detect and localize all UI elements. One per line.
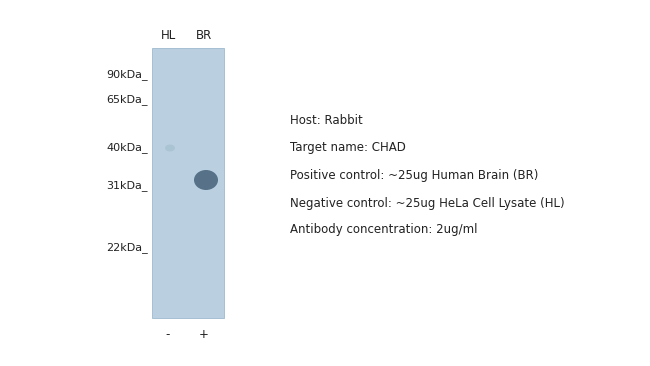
Text: +: + <box>199 328 209 341</box>
Text: 40kDa_: 40kDa_ <box>107 142 148 153</box>
Text: 31kDa_: 31kDa_ <box>107 180 148 191</box>
Text: 22kDa_: 22kDa_ <box>106 243 148 253</box>
Bar <box>152 48 224 318</box>
Text: -: - <box>166 328 170 341</box>
Text: Negative control: ~25ug HeLa Cell Lysate (HL): Negative control: ~25ug HeLa Cell Lysate… <box>290 197 565 209</box>
Text: Positive control: ~25ug Human Brain (BR): Positive control: ~25ug Human Brain (BR) <box>290 168 538 182</box>
Text: Antibody concentration: 2ug/ml: Antibody concentration: 2ug/ml <box>290 224 478 236</box>
Ellipse shape <box>194 170 218 190</box>
Text: 65kDa_: 65kDa_ <box>107 94 148 105</box>
Text: BR: BR <box>196 29 212 42</box>
Text: Target name: CHAD: Target name: CHAD <box>290 142 406 154</box>
Text: 90kDa_: 90kDa_ <box>107 70 148 81</box>
Ellipse shape <box>165 145 175 152</box>
Text: Host: Rabbit: Host: Rabbit <box>290 113 363 127</box>
Text: HL: HL <box>161 29 176 42</box>
